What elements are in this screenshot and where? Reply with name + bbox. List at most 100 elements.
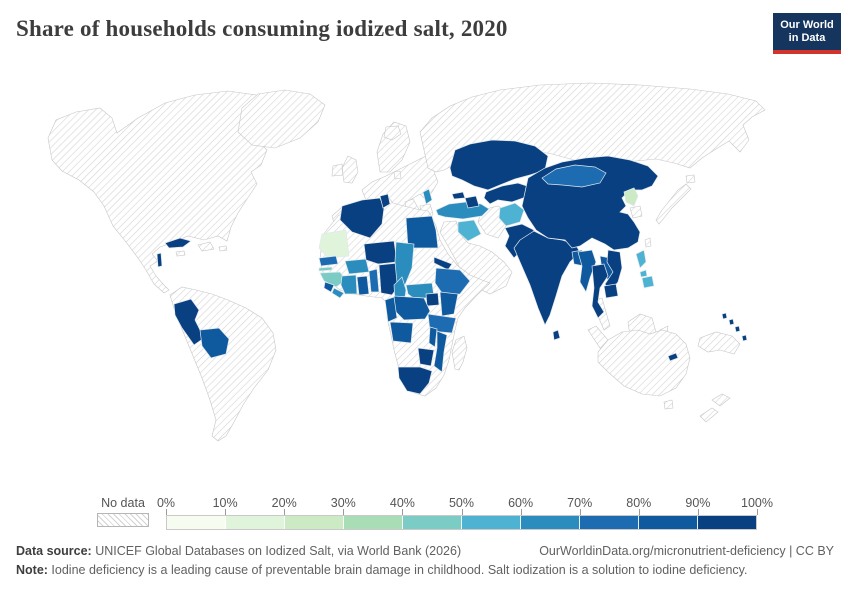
country-angola[interactable] — [389, 321, 414, 344]
legend-tick-label: 0% — [156, 496, 176, 510]
legend-tick-label: 80% — [626, 496, 652, 510]
legend-tick-mark — [166, 509, 167, 515]
legend-scale-labels: 0% 10% 20% 30% 40% 50% 60% 70% 80% 90% 100% — [157, 496, 773, 510]
country-burkina-faso[interactable] — [344, 258, 370, 275]
owid-logo-line1: Our World — [780, 19, 834, 31]
country-north-korea[interactable] — [623, 187, 639, 207]
region-japan-korea-taiwan[interactable] — [629, 174, 696, 248]
legend-tick-mark — [284, 509, 286, 515]
country-mongolia[interactable] — [541, 164, 607, 188]
country-niger[interactable] — [363, 240, 398, 265]
country-turkey[interactable] — [435, 201, 490, 220]
legend-tick-label: 90% — [685, 496, 711, 510]
legend-no-data[interactable]: No data — [97, 496, 149, 527]
legend-tick-label: 40% — [389, 496, 415, 510]
map-legend: No data 0% 10% 20% 30% 40% 50% 60% 70% 80% 90% 100… — [0, 496, 850, 532]
region-madagascar[interactable] — [451, 335, 468, 371]
country-georgia[interactable] — [451, 191, 466, 200]
note-text: Iodine deficiency is a leading cause of … — [47, 563, 748, 577]
country-bolivia[interactable] — [199, 327, 230, 359]
legend-no-data-label: No data — [101, 496, 145, 510]
legend-color-cell[interactable] — [698, 516, 756, 529]
country-myanmar[interactable] — [577, 249, 597, 293]
legend-tick-label: 60% — [508, 496, 534, 510]
legend-tick-mark — [402, 509, 404, 515]
legend-color-cell[interactable] — [580, 516, 639, 529]
country-philippines[interactable] — [635, 249, 655, 289]
legend-tick-mark — [638, 509, 640, 515]
country-zimbabwe[interactable] — [417, 347, 435, 367]
country-malawi[interactable] — [428, 326, 438, 348]
country-liberia[interactable] — [331, 287, 345, 299]
country-afghanistan[interactable] — [498, 202, 525, 227]
region-greenland[interactable] — [237, 89, 326, 149]
legend-no-data-swatch — [97, 513, 149, 527]
data-countries — [156, 139, 748, 395]
legend-color-cell[interactable] — [226, 516, 285, 529]
country-timor-leste[interactable] — [667, 352, 679, 362]
country-algeria[interactable] — [339, 197, 385, 239]
country-sri-lanka[interactable] — [552, 329, 561, 341]
legend-tick-mark — [520, 509, 522, 515]
country-gambia[interactable] — [318, 266, 333, 272]
country-tunisia[interactable] — [379, 193, 391, 209]
country-mauritania[interactable] — [318, 229, 350, 259]
country-mozambique[interactable] — [433, 330, 448, 373]
data-source-text: UNICEF Global Databases on Iodized Salt,… — [91, 544, 462, 558]
page-title: Share of households consuming iodized sa… — [16, 16, 508, 41]
region-caribbean-islands[interactable] — [175, 241, 228, 257]
country-senegal[interactable] — [318, 255, 339, 267]
legend-color-cell[interactable] — [403, 516, 462, 529]
country-thailand[interactable] — [591, 263, 609, 319]
chart-footer: Data source: UNICEF Global Databases on … — [16, 544, 834, 577]
country-chad[interactable] — [394, 241, 415, 286]
region-uk-ireland[interactable] — [331, 155, 359, 184]
legend-tick-label: 10% — [212, 496, 238, 510]
data-source-line: Data source: UNICEF Global Databases on … — [16, 544, 461, 558]
country-pacific-islands[interactable] — [721, 312, 748, 342]
region-north-america[interactable] — [47, 90, 268, 294]
legend-tick-label: 50% — [448, 496, 475, 510]
region-arabia[interactable] — [439, 220, 513, 295]
legend-color-cell[interactable] — [462, 516, 521, 529]
legend-tick-mark — [579, 509, 581, 515]
country-cambodia[interactable] — [603, 283, 619, 299]
legend-tick-mark — [225, 509, 227, 515]
country-ethiopia[interactable] — [434, 267, 471, 297]
owid-logo[interactable]: Our World in Data — [773, 13, 841, 54]
legend-tick-mark — [461, 509, 463, 515]
legend-color-cell[interactable] — [344, 516, 403, 529]
legend-tick-label: 100% — [741, 496, 773, 510]
country-uganda[interactable] — [425, 292, 440, 307]
owid-logo-line2: in Data — [788, 32, 826, 44]
country-sierra-leone[interactable] — [323, 281, 335, 293]
legend-scale: 0% 10% 20% 30% 40% 50% 60% 70% 80% 90% 100% — [157, 496, 773, 530]
country-kenya[interactable] — [439, 291, 459, 317]
country-togo-benin[interactable] — [368, 268, 380, 293]
country-egypt[interactable] — [405, 215, 439, 249]
country-albania[interactable] — [422, 188, 433, 205]
country-cote-divoire[interactable] — [340, 274, 358, 295]
legend-tick-label: 30% — [330, 496, 356, 510]
country-ghana[interactable] — [356, 275, 370, 296]
note-line: Note: Iodine deficiency is a leading cau… — [16, 563, 834, 577]
data-source-label: Data source: — [16, 544, 92, 558]
legend-color-cell[interactable] — [521, 516, 580, 529]
region-australia-nz[interactable] — [597, 329, 731, 423]
country-azerbaijan[interactable] — [464, 195, 480, 209]
country-congo-gabon[interactable] — [384, 296, 398, 323]
owid-link[interactable]: OurWorldinData.org/micronutrient-deficie… — [539, 544, 834, 558]
legend-color-cell[interactable] — [167, 516, 226, 529]
region-iceland[interactable] — [383, 125, 402, 141]
legend-color-cell[interactable] — [639, 516, 698, 529]
legend-color-cell[interactable] — [285, 516, 344, 529]
country-belize[interactable] — [156, 252, 163, 268]
country-cuba[interactable] — [164, 237, 192, 249]
country-uzbekistan-turkmenistan[interactable] — [483, 182, 531, 205]
legend-scale-bar[interactable] — [166, 515, 757, 530]
legend-tick-mark — [343, 509, 345, 515]
country-iraq[interactable] — [457, 219, 482, 242]
country-south-africa[interactable] — [397, 366, 433, 395]
legend-tick-mark — [697, 509, 699, 515]
